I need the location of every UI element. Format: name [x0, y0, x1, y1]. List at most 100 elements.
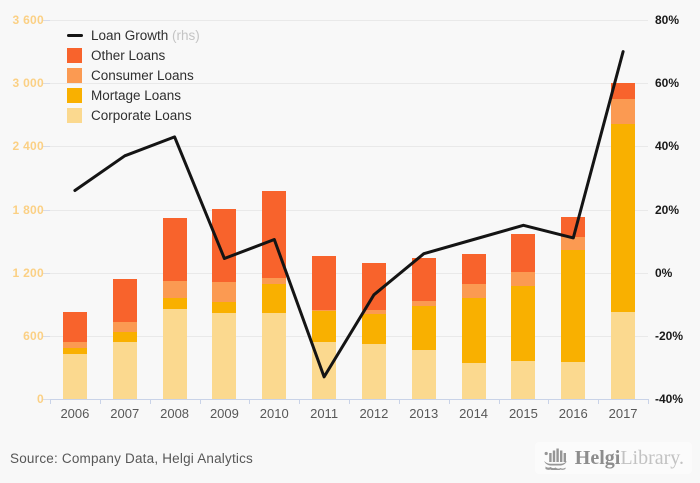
left-axis-tick — [43, 146, 50, 148]
bar-segment-corporate-loans-2017 — [611, 312, 636, 399]
gridline — [50, 335, 648, 337]
bar-segment-mortage-loans-2009 — [212, 302, 237, 314]
gridline — [50, 209, 648, 211]
gridline — [50, 272, 648, 274]
gridline — [50, 146, 648, 148]
left-axis-tick — [43, 335, 50, 337]
legend-label: Loan Growth (rhs) — [91, 27, 200, 43]
bar-segment-consumer-loans-2006 — [62, 342, 87, 349]
x-axis-tick — [498, 399, 500, 404]
x-axis-tick — [448, 399, 450, 404]
x-axis-tick — [598, 399, 600, 404]
helgi-library-logo: HelgiLibrary. — [534, 442, 692, 474]
bar-segment-other-loans-2011 — [312, 255, 337, 310]
legend-color-swatch — [67, 87, 82, 103]
legend-color-swatch — [67, 107, 82, 123]
legend-item-consumer-loans: Consumer Loans — [67, 65, 200, 85]
right-axis-tick-label: -20% — [655, 328, 684, 343]
x-axis-tick — [299, 399, 301, 404]
bar-segment-consumer-loans-2012 — [361, 309, 386, 314]
left-axis-tick-label: 3 000 — [12, 76, 44, 91]
source-note: Source: Company Data, Helgi Analytics — [10, 450, 254, 466]
legend-item-other-loans: Other Loans — [67, 45, 200, 65]
legend-item-corporate-loans: Corporate Loans — [67, 105, 200, 125]
bar-segment-mortage-loans-2015 — [511, 285, 536, 361]
bar-segment-consumer-loans-2016 — [561, 236, 586, 251]
legend-color-swatch — [67, 67, 82, 83]
legend-label: Corporate Loans — [91, 107, 192, 123]
x-axis-label-2014: 2014 — [459, 406, 489, 421]
bar-segment-other-loans-2014 — [461, 254, 486, 284]
x-axis-label-2015: 2015 — [508, 406, 538, 421]
x-axis-label-2011: 2011 — [310, 406, 339, 421]
bar-segment-other-loans-2007 — [112, 278, 137, 323]
bar-segment-corporate-loans-2012 — [361, 343, 386, 399]
x-axis-tick — [249, 399, 251, 404]
legend-item-loan-growth: Loan Growth (rhs) — [67, 25, 200, 45]
left-axis-tick-label: 0 — [37, 392, 44, 406]
x-axis-label-2008: 2008 — [160, 406, 190, 421]
legend-line-swatch — [67, 33, 83, 37]
bar-segment-corporate-loans-2011 — [312, 342, 337, 399]
left-axis-tick-label: 2 400 — [12, 139, 44, 154]
bar-segment-mortage-loans-2017 — [611, 124, 636, 313]
logo-wordmark: HelgiLibrary. — [575, 448, 684, 468]
left-axis-tick-label: 1 800 — [12, 202, 44, 217]
bar-segment-mortage-loans-2006 — [62, 348, 87, 355]
right-axis-tick-label: 40% — [655, 139, 680, 154]
chart-footer: Source: Company Data, Helgi Analytics He… — [0, 441, 700, 475]
x-axis-label-2016: 2016 — [558, 406, 588, 421]
x-axis-label-2009: 2009 — [209, 406, 239, 421]
helgi-ship-icon — [543, 448, 567, 470]
x-axis-tick — [648, 399, 649, 404]
bar-segment-mortage-loans-2008 — [162, 298, 187, 309]
x-axis-tick — [99, 399, 101, 404]
bar-segment-other-loans-2017 — [611, 83, 636, 99]
bar-segment-other-loans-2008 — [162, 217, 187, 281]
left-axis-tick — [43, 399, 50, 400]
bar-segment-mortage-loans-2016 — [561, 250, 586, 362]
bar-segment-other-loans-2016 — [561, 216, 586, 237]
bar-segment-other-loans-2012 — [361, 263, 386, 310]
bar-segment-other-loans-2006 — [62, 311, 87, 343]
x-axis-label-2007: 2007 — [110, 406, 140, 421]
x-axis-tick — [149, 399, 151, 404]
left-axis-tick — [43, 20, 50, 21]
bar-segment-mortage-loans-2010 — [262, 283, 287, 314]
bar-segment-mortage-loans-2011 — [312, 311, 337, 343]
x-axis-tick — [398, 399, 400, 404]
left-axis-tick-label: 600 — [23, 328, 44, 343]
bar-segment-corporate-loans-2013 — [411, 350, 436, 399]
logo-text-library: Library. — [620, 447, 684, 469]
x-axis-tick — [199, 399, 201, 404]
legend-label-suffix: (rhs) — [168, 27, 200, 43]
bar-segment-consumer-loans-2009 — [212, 282, 237, 303]
x-axis-tick — [349, 399, 350, 404]
bar-segment-corporate-loans-2014 — [461, 362, 486, 399]
left-axis-tick-label: 1 200 — [12, 265, 44, 280]
bar-segment-consumer-loans-2008 — [162, 280, 187, 299]
bar-segment-other-loans-2013 — [411, 257, 436, 301]
legend-item-mortage-loans: Mortage Loans — [67, 85, 200, 105]
bar-segment-consumer-loans-2011 — [312, 309, 337, 312]
right-axis-tick-label: 80% — [655, 13, 680, 27]
legend-color-swatch — [67, 47, 82, 63]
x-axis-label-2013: 2013 — [409, 406, 439, 421]
legend-label: Mortage Loans — [91, 87, 182, 103]
legend-label: Other Loans — [91, 47, 166, 63]
bar-segment-mortage-loans-2012 — [361, 313, 386, 344]
left-axis-tick — [43, 209, 50, 211]
bar-segment-corporate-loans-2006 — [62, 354, 87, 399]
bar-segment-corporate-loans-2015 — [511, 360, 536, 399]
bar-segment-corporate-loans-2016 — [561, 361, 586, 399]
x-axis-label-2006: 2006 — [60, 406, 90, 421]
right-axis-tick-label: 60% — [655, 76, 680, 91]
right-axis-tick-label: 0% — [655, 265, 673, 280]
bar-segment-consumer-loans-2007 — [112, 322, 137, 333]
x-axis-tick — [50, 399, 51, 404]
left-axis-tick — [43, 272, 50, 274]
x-axis-label-2017: 2017 — [608, 406, 638, 421]
legend-label: Consumer Loans — [91, 67, 194, 83]
x-axis-label-2012: 2012 — [359, 406, 389, 421]
